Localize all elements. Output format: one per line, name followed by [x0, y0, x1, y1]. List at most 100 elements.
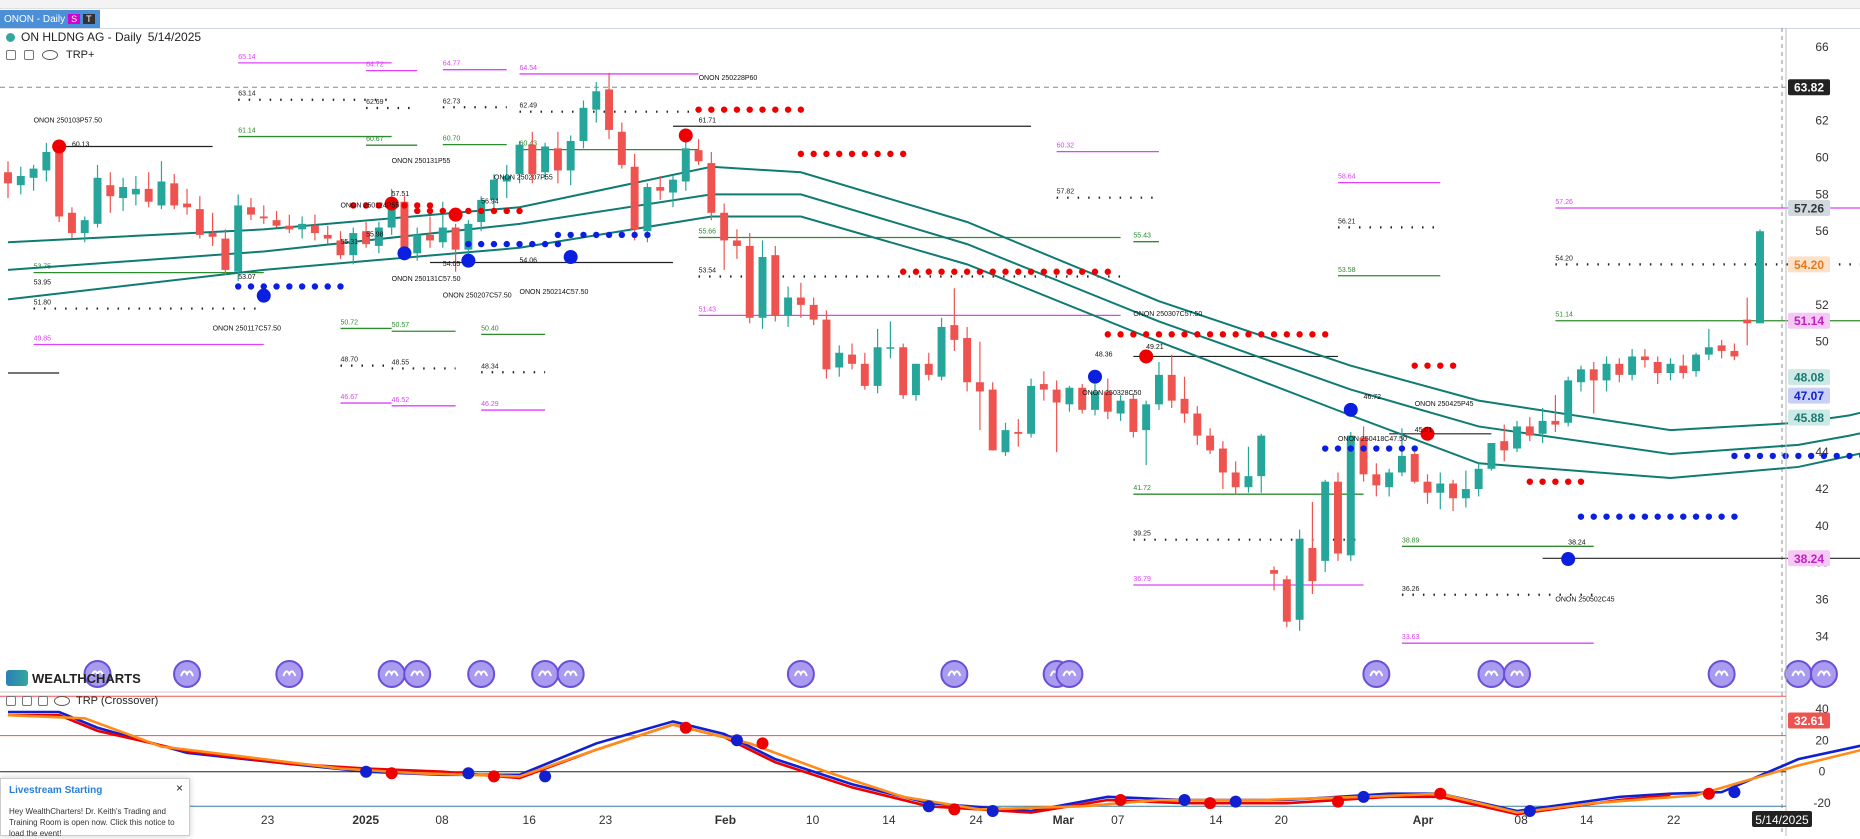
- toast-body[interactable]: Hey WealthCharters! Dr. Keith's Trading …: [9, 807, 175, 838]
- red-signal-dot: [1411, 362, 1418, 369]
- candle-up: [784, 297, 793, 316]
- red-signal-dot: [784, 106, 792, 113]
- price-tag: [1788, 369, 1830, 386]
- candle-up: [912, 363, 920, 396]
- eye-icon[interactable]: [42, 50, 58, 60]
- blue-pivot-dot: [256, 288, 271, 303]
- blue-signal-dot: [1744, 452, 1751, 460]
- level-label: 50.40: [481, 325, 499, 332]
- candle-down: [1653, 361, 1662, 374]
- candle-down: [208, 233, 217, 237]
- tab-label: ONON - Daily: [4, 13, 66, 25]
- tab-badge-s[interactable]: S: [68, 14, 81, 24]
- blue-signal-dot: [1680, 513, 1687, 520]
- level-label: 53.54: [699, 268, 717, 275]
- red-signal-dot: [362, 202, 370, 209]
- candle-up: [579, 107, 588, 141]
- candle-down: [1500, 441, 1509, 451]
- price-tick-label: 60: [1815, 151, 1829, 165]
- blue-signal-dot: [477, 240, 485, 248]
- candle-down: [745, 245, 754, 318]
- option-label: ONON 250228P60: [699, 75, 758, 82]
- collapse-icon[interactable]: [24, 50, 34, 60]
- price-tick-label: 50: [1815, 335, 1829, 349]
- sub-close-icon[interactable]: [38, 696, 48, 706]
- red-signal-dot: [1219, 331, 1227, 338]
- blue-signal-dot: [1795, 452, 1802, 460]
- option-label: 55.98: [366, 232, 384, 239]
- candle-down: [1129, 398, 1138, 432]
- red-signal-dot: [899, 268, 907, 275]
- candle-up: [157, 181, 166, 206]
- red-signal-dot: [1104, 268, 1111, 275]
- blue-pivot-dot: [1561, 552, 1576, 567]
- red-signal-dot: [720, 106, 728, 113]
- level-label: 48.34: [481, 363, 499, 370]
- candle-up: [1474, 468, 1483, 490]
- candle-up: [1513, 426, 1521, 449]
- trp-series-line: [8, 713, 1671, 816]
- price-tick-label: 42: [1815, 482, 1829, 496]
- red-signal-dot: [1449, 362, 1457, 369]
- option-label: 57.51: [392, 191, 410, 198]
- candle-up: [1001, 430, 1010, 453]
- candle-down: [362, 231, 371, 245]
- candle-up: [1538, 420, 1547, 434]
- blue-signal-dot: [1334, 445, 1342, 452]
- livestream-toast[interactable]: Livestream Starting Hey WealthCharters! …: [0, 778, 190, 838]
- chart-tab[interactable]: ONON - Daily S T: [0, 10, 100, 28]
- trp-cross-dot: [385, 767, 398, 780]
- current-date-tag: [1752, 811, 1812, 827]
- time-tick-label: 14: [1209, 813, 1223, 827]
- price-tick-label: 44: [1815, 445, 1829, 459]
- red-signal-dot: [1155, 331, 1163, 338]
- level-label: 56.21: [1338, 218, 1356, 225]
- candle-up: [42, 152, 51, 171]
- wealthcharts-logo: WEALTHCHARTS: [6, 670, 141, 686]
- red-signal-dot: [861, 150, 869, 158]
- candle-down: [963, 338, 972, 383]
- blue-signal-dot: [618, 231, 626, 239]
- cloud-glyph: [563, 670, 578, 677]
- logo-icon: [6, 670, 28, 686]
- trp-cross-dot: [679, 721, 692, 734]
- blue-signal-dot: [324, 283, 331, 290]
- candle-down: [1052, 389, 1061, 403]
- level-label: 33.63: [1402, 634, 1420, 641]
- blue-signal-dot: [273, 283, 280, 290]
- option-label: ONON 250502C45: [1555, 596, 1614, 603]
- close-icon[interactable]: ×: [175, 781, 183, 795]
- red-signal-dot: [772, 106, 779, 113]
- blue-signal-dot: [1628, 513, 1636, 520]
- time-tick-label: 10: [806, 813, 820, 827]
- candle-down: [630, 166, 639, 230]
- option-label: 55.31: [340, 239, 358, 246]
- blue-signal-dot: [554, 231, 562, 239]
- cloud-glyph: [1062, 670, 1077, 677]
- tab-badge-t[interactable]: T: [83, 14, 95, 24]
- hide-icon[interactable]: [6, 50, 16, 60]
- red-signal-dot: [1539, 478, 1546, 485]
- red-signal-dot: [1258, 331, 1265, 338]
- red-signal-dot: [426, 207, 434, 215]
- sub-eye-icon[interactable]: [54, 696, 70, 706]
- price-tag: [1788, 550, 1830, 567]
- level-label: 65.14: [238, 54, 256, 61]
- red-signal-dot: [1027, 268, 1035, 275]
- candle-down: [988, 389, 997, 451]
- trp-cross-dot: [1357, 790, 1370, 803]
- red-pivot-dot: [448, 207, 463, 222]
- candle-down: [1372, 474, 1381, 486]
- sub-hide-icon[interactable]: [6, 696, 16, 706]
- candle-down: [1193, 413, 1202, 436]
- sub-collapse-icon[interactable]: [22, 696, 32, 706]
- level-label: 51.43: [699, 306, 717, 313]
- chart-date: 5/14/2025: [147, 30, 202, 44]
- level-label: 46.52: [392, 397, 410, 404]
- candle-up: [80, 220, 89, 234]
- tab-divider: [0, 28, 1860, 29]
- option-label: 54.06: [520, 258, 538, 265]
- blue-pivot-dot: [397, 246, 412, 261]
- red-signal-dot: [951, 268, 958, 275]
